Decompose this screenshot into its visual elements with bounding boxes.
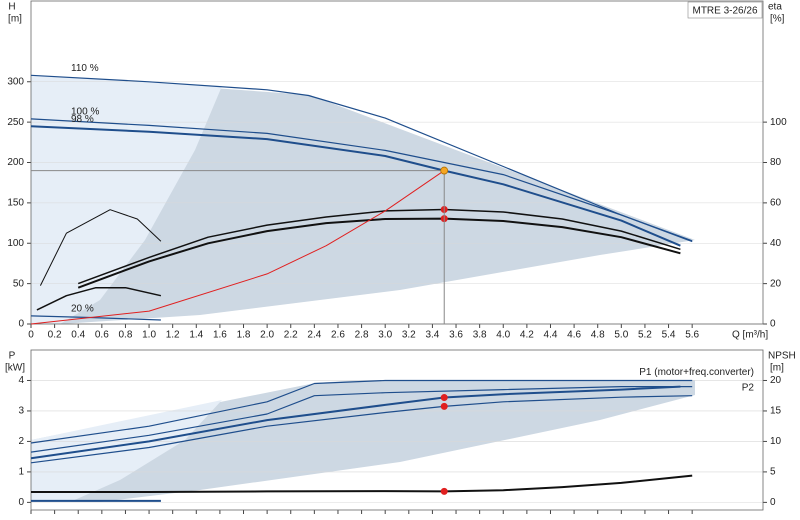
x-tick-label: 5.0 (614, 330, 628, 341)
curve-label: 110 % (71, 63, 99, 74)
curve (30, 385, 681, 460)
y-axis-title: P (9, 351, 16, 362)
y-tick-label: 300 (7, 76, 24, 87)
y2-tick-label: 60 (770, 198, 782, 209)
x-tick-label: 1.0 (142, 330, 156, 341)
y-tick-label: 2 (18, 436, 24, 447)
operating-range-light (31, 75, 222, 324)
x-tick-label: 3.2 (402, 330, 416, 341)
curve (30, 74, 693, 242)
x-tick-label: 3.4 (425, 330, 439, 341)
y2-tick-label: 10 (770, 436, 782, 447)
y2-tick-label: 0 (770, 497, 776, 508)
x-tick-label: 0.4 (71, 330, 85, 341)
curve-label: 98 % (71, 114, 94, 125)
y2-tick-label: 20 (770, 375, 782, 386)
curve (30, 125, 681, 247)
plot-frame (30, 349, 764, 511)
point (440, 402, 448, 410)
curve (30, 386, 693, 453)
curve (30, 379, 693, 444)
point (440, 394, 448, 402)
x-tick-label: 4.0 (496, 330, 510, 341)
x-tick-label: 0.6 (95, 330, 109, 341)
x-tick-label: 0 (28, 330, 34, 341)
x-tick-label: 4.4 (544, 330, 558, 341)
y-axis-unit: [m] (8, 14, 22, 25)
y-tick-label: 150 (7, 198, 24, 209)
y2-tick-label: 80 (770, 157, 782, 168)
model-box (687, 1, 763, 19)
curve-label: 20 % (71, 304, 94, 315)
y2-tick-label: 20 (770, 278, 782, 289)
x-tick-label: 2.4 (307, 330, 321, 341)
x-tick-label: 2.8 (355, 330, 369, 341)
curve-label: P1 (motor+freq.converter) (639, 367, 754, 378)
y-tick-label: 0 (18, 497, 24, 508)
curve (30, 170, 445, 325)
y-tick-label: 3 (18, 406, 24, 417)
y-axis-title: H (8, 2, 15, 13)
x-tick-label: 3.6 (449, 330, 463, 341)
x-tick-label: 0.8 (118, 330, 132, 341)
curve (30, 118, 693, 243)
curve-label: 100 % (71, 107, 99, 118)
x-tick-label: 2.2 (284, 330, 298, 341)
plot-frame (30, 0, 764, 325)
y-tick-label: 100 (7, 238, 24, 249)
x-tick-label: 2.0 (260, 330, 274, 341)
x-tick-label: 4.2 (520, 330, 534, 341)
x-tick-label: 5.6 (685, 330, 699, 341)
x-tick-label: 2.6 (331, 330, 345, 341)
x-axis-title: Q [m³/h] (732, 330, 768, 341)
x-tick-label: 5.2 (638, 330, 652, 341)
x-tick-label: 1.4 (189, 330, 203, 341)
curve-label: P2 (742, 382, 755, 393)
x-tick-label: 3.8 (473, 330, 487, 341)
y-tick-label: 50 (13, 278, 25, 289)
point (440, 487, 448, 495)
curve (77, 217, 681, 289)
curve (30, 395, 693, 464)
curve (36, 286, 162, 311)
y-axis-unit: [kW] (5, 363, 25, 374)
point (440, 166, 449, 175)
x-tick-label: 5.4 (662, 330, 676, 341)
x-tick-label: 0.2 (48, 330, 62, 341)
x-tick-label: 4.6 (567, 330, 581, 341)
model-label: MTRE 3-26/26 (692, 6, 757, 17)
x-tick-label: 4.8 (591, 330, 605, 341)
y2-tick-label: 40 (770, 238, 782, 249)
y2-tick-label: 15 (770, 406, 782, 417)
x-tick-label: 1.6 (213, 330, 227, 341)
y-tick-label: 1 (18, 467, 24, 478)
y2-axis-title: eta (768, 2, 782, 13)
curve (39, 209, 162, 286)
y-tick-label: 4 (18, 375, 24, 386)
y-tick-label: 0 (18, 319, 24, 330)
y2-tick-label: 100 (770, 117, 787, 128)
y-tick-label: 250 (7, 117, 24, 128)
x-tick-label: 3.0 (378, 330, 392, 341)
x-tick-label: 1.8 (237, 330, 251, 341)
y2-axis-title: NPSH (768, 351, 796, 362)
x-tick-label: 1.2 (166, 330, 180, 341)
y2-axis-unit: [%] (770, 14, 785, 25)
y2-axis-unit: [m] (770, 363, 784, 374)
y-tick-label: 200 (7, 157, 24, 168)
y2-tick-label: 5 (770, 467, 776, 478)
y2-tick-label: 0 (770, 319, 776, 330)
